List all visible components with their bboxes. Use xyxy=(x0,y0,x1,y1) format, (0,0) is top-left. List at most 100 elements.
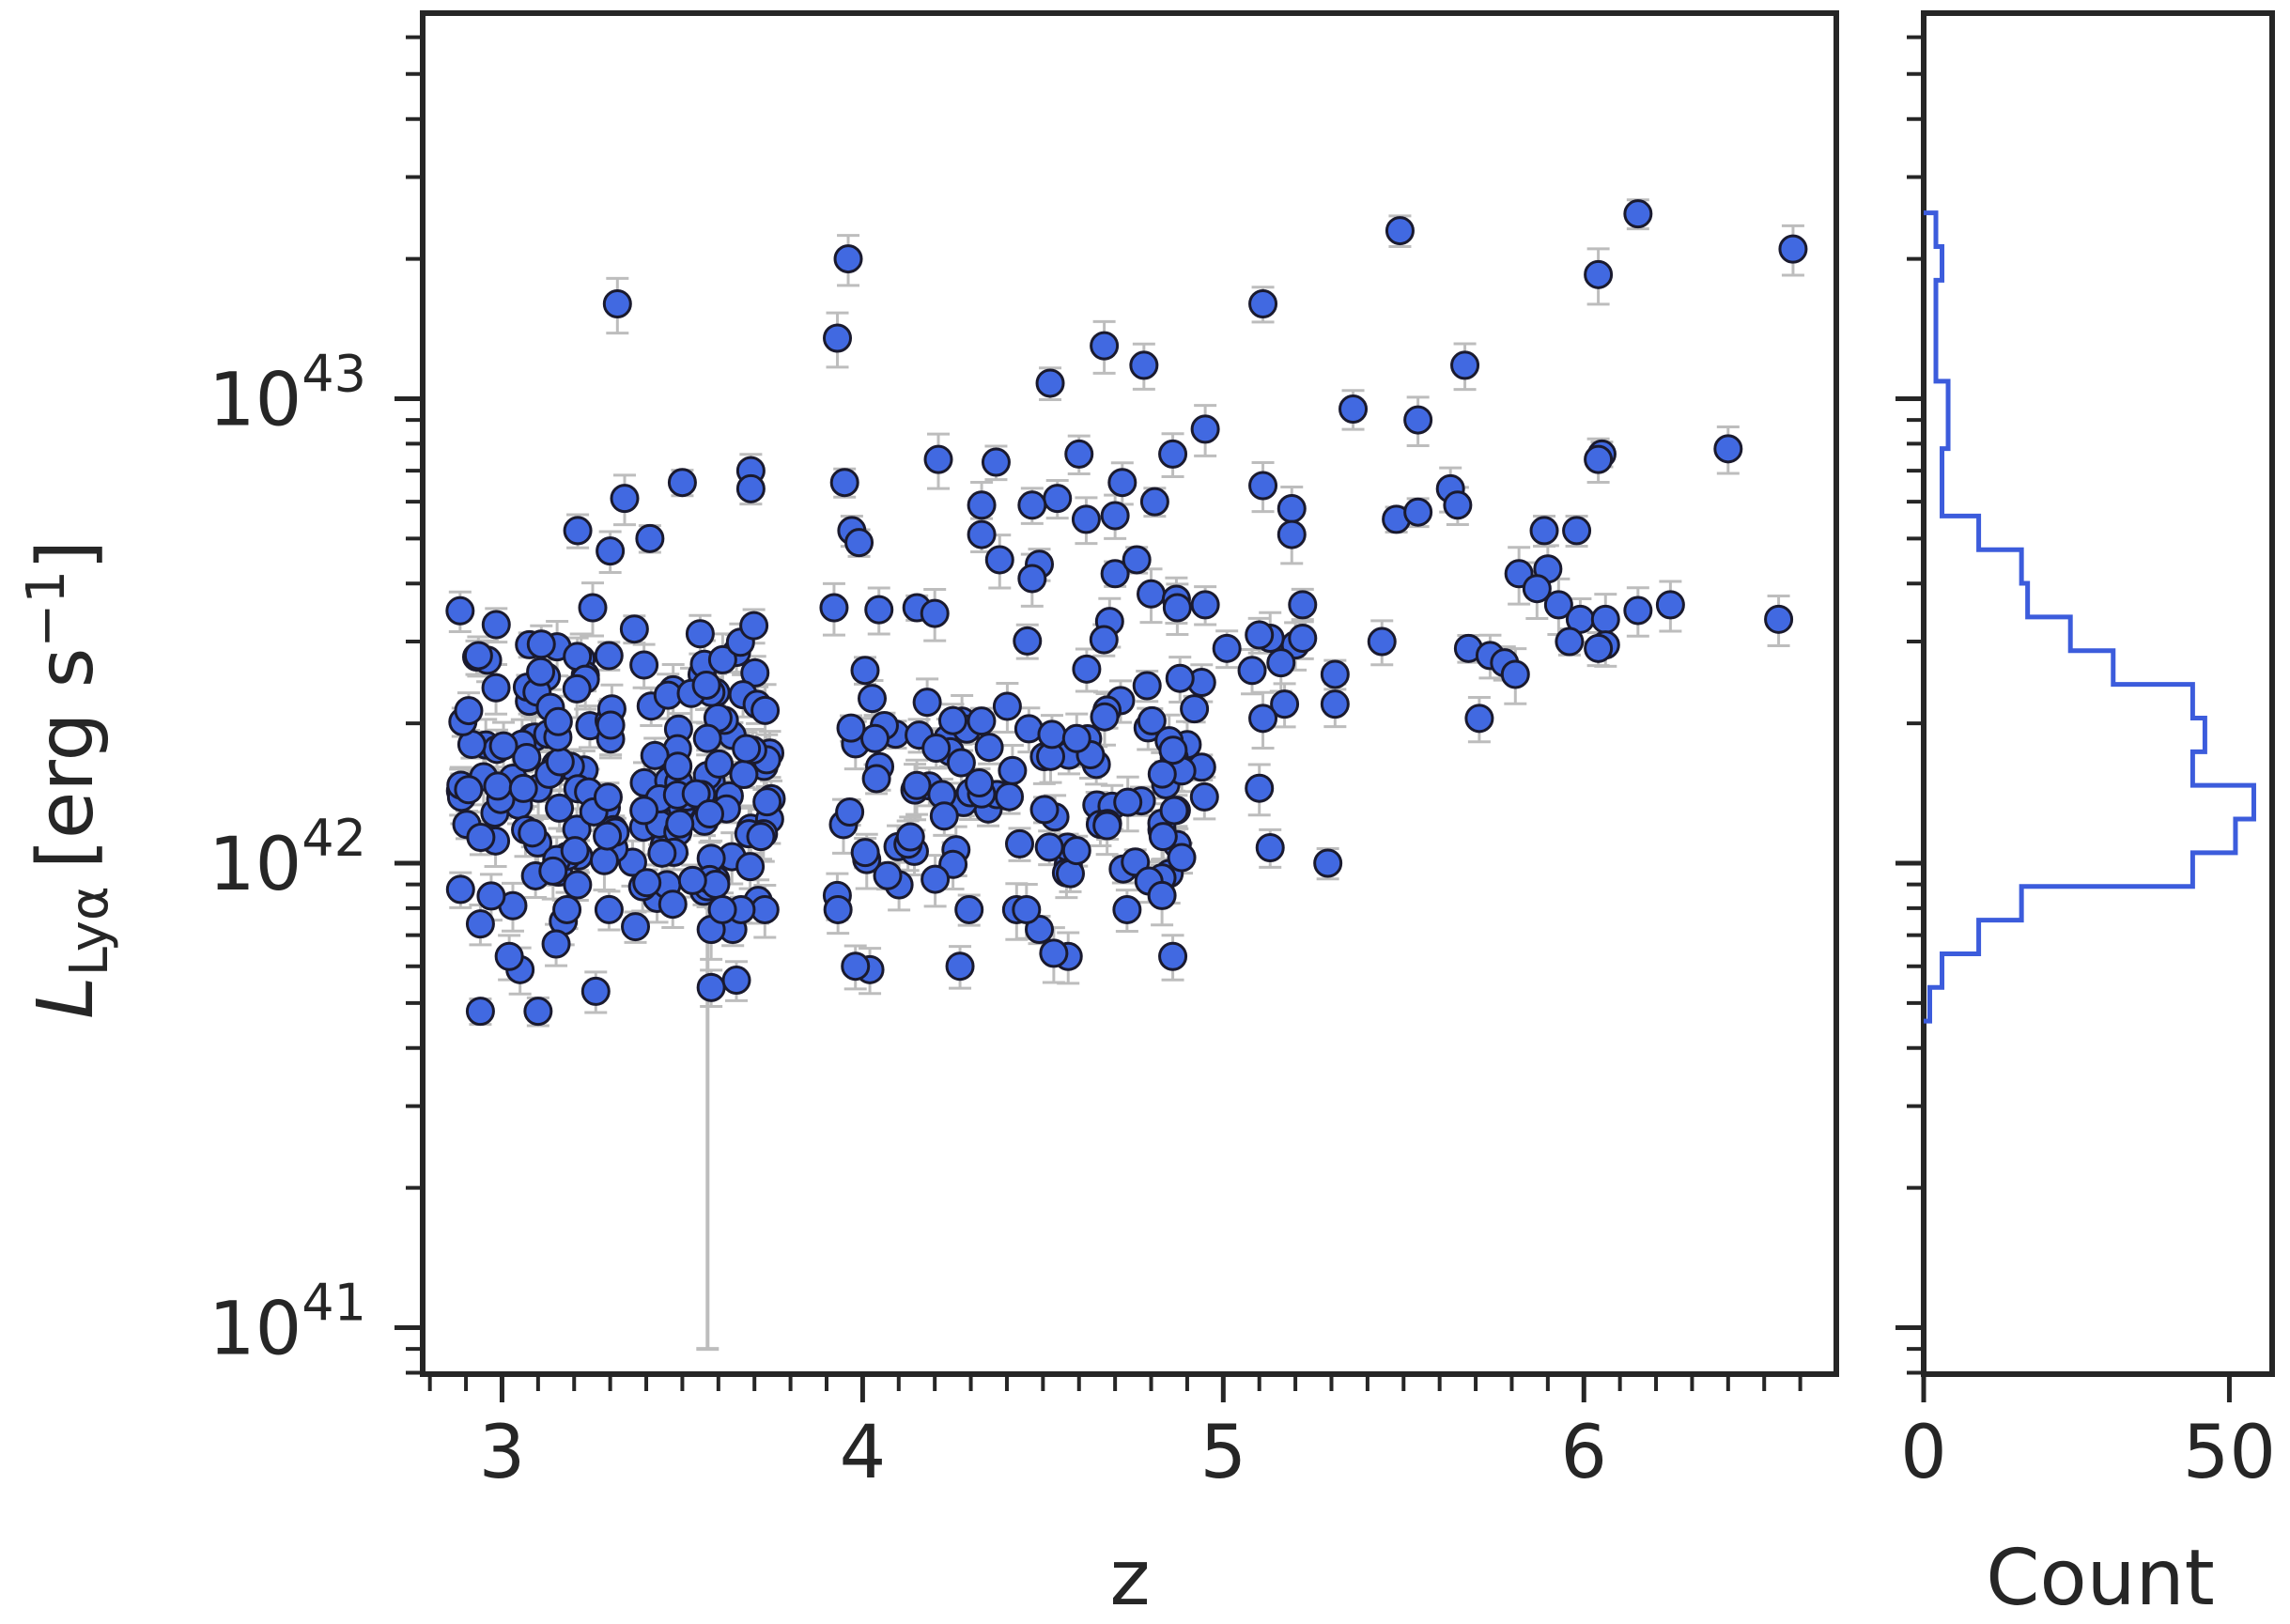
scatter-point xyxy=(921,734,952,764)
scatter-point xyxy=(750,894,780,924)
scatter-point xyxy=(1064,439,1094,469)
scatter-point xyxy=(850,656,880,686)
scatter-point xyxy=(945,951,975,982)
scatter-point xyxy=(602,289,632,319)
scatter-point xyxy=(512,743,542,773)
hist-x-axis-label: Count xyxy=(1986,1534,2215,1623)
scatter-point xyxy=(1167,843,1197,873)
hist-x-tick-label: 50 xyxy=(2183,1411,2276,1495)
scatter-point xyxy=(562,673,592,704)
scatter-point xyxy=(1017,490,1047,520)
scatter-point xyxy=(1403,497,1433,527)
scatter-point xyxy=(541,929,571,959)
scatter-point xyxy=(954,894,984,924)
scatter-point xyxy=(873,860,903,890)
scatter-point xyxy=(619,614,649,644)
scatter-point xyxy=(721,966,751,996)
scatter-point xyxy=(1320,659,1350,689)
scatter-point xyxy=(1004,828,1034,858)
scatter-point xyxy=(1147,880,1177,910)
scatter-point xyxy=(1132,671,1162,701)
scatter-point xyxy=(1237,656,1267,686)
scatter-point xyxy=(995,781,1025,812)
scatter-point xyxy=(1090,331,1120,361)
scatter-point xyxy=(1450,350,1480,380)
scatter-point xyxy=(563,516,593,546)
scatter-point xyxy=(902,770,932,800)
scatter-point xyxy=(610,484,640,514)
scatter-point xyxy=(946,748,976,778)
scatter-point xyxy=(1248,471,1278,501)
scatter-point xyxy=(1061,723,1091,753)
scatter-point xyxy=(1092,811,1122,841)
scatter-point xyxy=(1190,590,1220,620)
scatter-point xyxy=(621,912,651,942)
scatter-point xyxy=(635,523,665,553)
scatter-point xyxy=(984,545,1014,575)
scatter-point xyxy=(844,528,874,558)
y-tick-label: 1041 xyxy=(209,1274,366,1372)
scatter-point xyxy=(1158,735,1188,766)
scatter-point xyxy=(895,822,925,852)
histogram-axes: 0 50 xyxy=(1895,10,2276,1495)
scatter-point xyxy=(1072,654,1102,684)
scatter-point xyxy=(560,836,590,866)
scatter-point xyxy=(1148,822,1178,852)
scatter-point xyxy=(1277,493,1307,523)
hist-plot-frame xyxy=(1921,10,2275,1377)
scatter-point xyxy=(1189,781,1219,812)
scatter-point xyxy=(707,644,737,674)
scatter-point xyxy=(1137,579,1167,609)
scatter-point xyxy=(1162,593,1192,623)
scatter-point xyxy=(1158,941,1188,971)
scatter-point xyxy=(667,468,697,498)
scatter-point xyxy=(750,695,781,725)
scatter-point xyxy=(1139,487,1169,517)
scatter-point xyxy=(1623,595,1653,626)
scatter-point xyxy=(1522,574,1552,604)
scatter-point xyxy=(463,641,493,671)
scatter-point xyxy=(937,705,967,735)
scatter-point xyxy=(1623,199,1653,229)
scatter-point xyxy=(1112,894,1142,924)
scatter-point xyxy=(1266,648,1296,678)
scatter-point xyxy=(580,976,611,1006)
scatter-point xyxy=(833,244,863,274)
scatter-point xyxy=(1122,545,1152,575)
y-tick-base: 10 xyxy=(209,358,302,442)
scatter-point xyxy=(1584,259,1614,289)
y-label-subscript: Lyα xyxy=(59,886,120,976)
scatter-point xyxy=(518,818,548,848)
scatter-point xyxy=(1590,604,1620,634)
y-tick-label: 1042 xyxy=(209,809,366,907)
scatter-point xyxy=(1090,702,1120,732)
scatter-point xyxy=(1147,759,1177,789)
scatter-point xyxy=(1500,659,1530,689)
scatter-point xyxy=(1464,704,1494,734)
scatter-point xyxy=(1584,444,1614,474)
scatter-point xyxy=(545,747,575,777)
scatter-point xyxy=(829,468,859,498)
y-tick-exponent: 41 xyxy=(302,1274,366,1333)
scatter-point xyxy=(923,444,953,474)
scatter-point xyxy=(1288,590,1318,620)
scatter-point xyxy=(1385,216,1415,246)
scatter-point xyxy=(543,706,573,736)
scatter-point xyxy=(476,881,506,911)
scatter-point xyxy=(538,856,568,886)
scatter-point xyxy=(1035,368,1065,398)
scatter-point xyxy=(681,779,711,809)
scatter-point xyxy=(836,713,866,743)
y-tick-base: 10 xyxy=(209,823,302,907)
scatter-point xyxy=(823,894,853,924)
scatter-point xyxy=(488,731,518,761)
scatter-point xyxy=(752,787,782,817)
scatter-point xyxy=(658,889,688,920)
scatter-point xyxy=(466,823,496,853)
scatter-point xyxy=(1039,938,1069,968)
scatter-point xyxy=(1543,590,1573,620)
scatter-point xyxy=(981,447,1011,477)
scatter-point xyxy=(696,972,726,1002)
scatter-point xyxy=(967,519,997,549)
scatter-point xyxy=(596,710,626,740)
